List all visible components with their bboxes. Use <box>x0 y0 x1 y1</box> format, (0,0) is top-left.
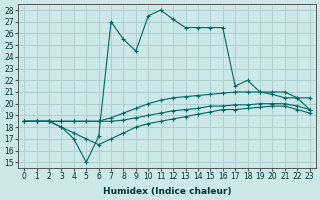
X-axis label: Humidex (Indice chaleur): Humidex (Indice chaleur) <box>103 187 231 196</box>
